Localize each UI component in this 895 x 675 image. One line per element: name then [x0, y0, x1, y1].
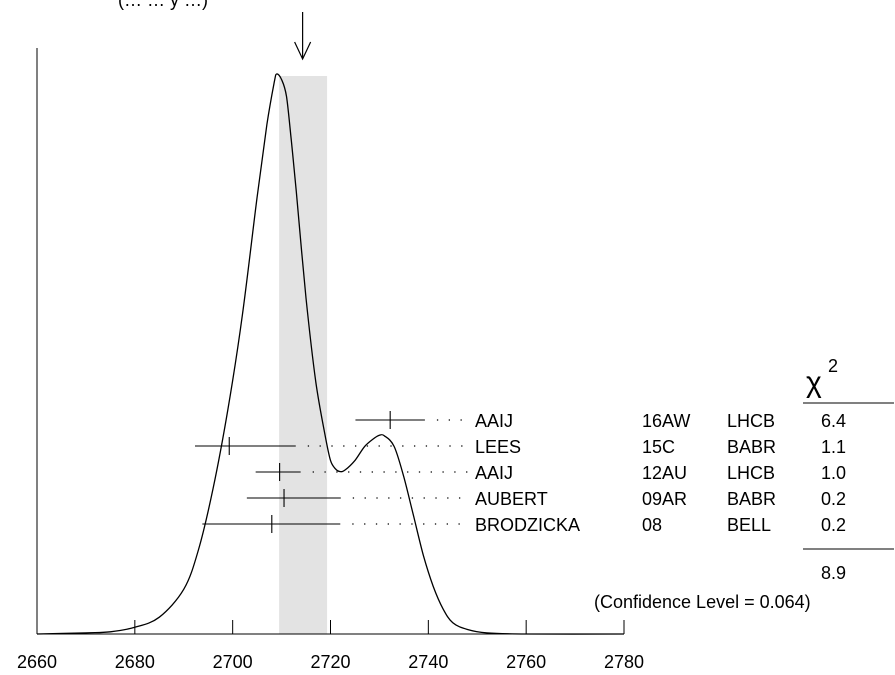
row-author-3: AUBERT	[475, 489, 548, 509]
row-experiment-4: BELL	[727, 515, 771, 535]
row-author-4: BRODZICKA	[475, 515, 580, 535]
chi2-superscript: 2	[828, 356, 838, 376]
x-tick-label-2700: 2700	[213, 652, 253, 672]
row-author-2: AAIJ	[475, 463, 513, 483]
row-ref-2: 12AU	[642, 463, 687, 483]
row-chi2-0: 6.4	[821, 411, 846, 431]
chi2-symbol: χ	[806, 366, 822, 399]
confidence-level: (Confidence Level = 0.064)	[594, 592, 811, 612]
row-experiment-0: LHCB	[727, 411, 775, 431]
ideogram-curve	[36, 73, 625, 635]
row-ref-1: 15C	[642, 437, 675, 457]
row-ref-3: 09AR	[642, 489, 687, 509]
row-author-1: LEES	[475, 437, 521, 457]
row-chi2-4: 0.2	[821, 515, 846, 535]
row-experiment-3: BABR	[727, 489, 776, 509]
row-ref-0: 16AW	[642, 411, 690, 431]
chi2-total: 8.9	[821, 563, 846, 583]
x-tick-label-2660: 2660	[17, 652, 57, 672]
chart-title-partial: (… … y …)	[118, 0, 208, 10]
row-author-0: AAIJ	[475, 411, 513, 431]
average-arrow-head	[294, 41, 312, 61]
x-tick-label-2760: 2760	[506, 652, 546, 672]
row-chi2-1: 1.1	[821, 437, 846, 457]
row-ref-4: 08	[642, 515, 662, 535]
row-chi2-2: 1.0	[821, 463, 846, 483]
row-chi2-3: 0.2	[821, 489, 846, 509]
x-tick-label-2680: 2680	[115, 652, 155, 672]
average-band	[279, 76, 328, 634]
row-experiment-1: BABR	[727, 437, 776, 457]
x-tick-label-2780: 2780	[604, 652, 644, 672]
row-experiment-2: LHCB	[727, 463, 775, 483]
chi2-header: χ	[806, 366, 822, 399]
x-tick-label-2740: 2740	[408, 652, 448, 672]
x-tick-label-2720: 2720	[310, 652, 350, 672]
